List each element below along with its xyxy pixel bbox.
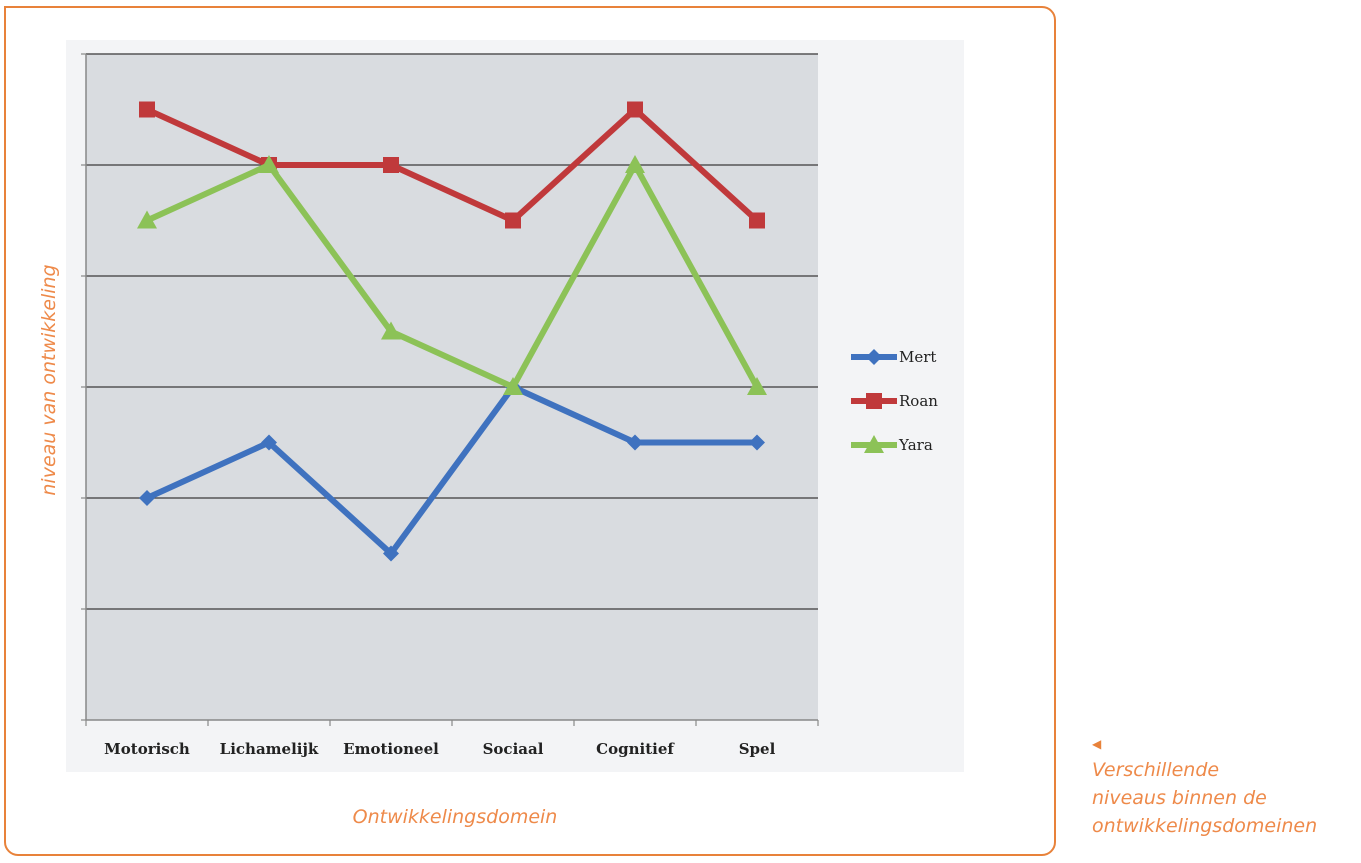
data-point: [627, 434, 643, 451]
data-point: [866, 393, 882, 409]
data-point: [505, 212, 521, 229]
data-point: [139, 490, 155, 506]
x-tick-label: Emotioneel: [343, 740, 439, 758]
series-roan: [139, 101, 765, 229]
caption-line: ontwikkelingsdomeinen: [1092, 815, 1318, 837]
data-point: [749, 212, 765, 229]
series-line: [145, 106, 760, 224]
x-axis-title: Ontwikkelingsdomein: [353, 806, 558, 828]
legend-label: Roan: [899, 392, 938, 410]
data-point: [864, 435, 884, 453]
data-point: [625, 155, 645, 173]
legend-entry: Yara: [851, 435, 933, 454]
legend-label: Yara: [898, 436, 933, 454]
caption-line: Verschillende: [1092, 759, 1220, 781]
x-tick-label: Sociaal: [483, 740, 544, 758]
data-series: [137, 101, 767, 562]
data-point: [139, 101, 155, 118]
axes: [81, 53, 819, 726]
data-point: [383, 157, 399, 173]
data-point: [503, 377, 523, 395]
series-line: [145, 162, 760, 390]
x-tick-labels: Motorisch Lichamelijk Emotioneel Sociaal Cog…: [104, 740, 775, 758]
data-point: [137, 210, 157, 229]
x-tick-label: Cognitief: [596, 740, 675, 758]
legend: Mert Roan Yara: [851, 348, 938, 454]
legend-label: Mert: [899, 348, 936, 366]
x-tick-label: Spel: [739, 740, 776, 758]
figure-caption: ◀ Verschillende niveaus binnen de ontwik…: [1092, 732, 1354, 840]
series-yara: [137, 155, 767, 395]
data-point: [261, 434, 277, 451]
x-tick-label: Motorisch: [104, 740, 190, 758]
data-point: [627, 101, 643, 118]
series-line: [145, 384, 757, 557]
data-point: [749, 434, 765, 451]
legend-entry: Mert: [851, 348, 936, 366]
left-triangle-icon: ◀: [1092, 737, 1102, 751]
chart-frame: [4, 6, 1056, 856]
data-point: [381, 321, 401, 340]
caption-text: Verschillende niveaus binnen de ontwikke…: [1092, 756, 1354, 840]
data-point: [259, 155, 279, 173]
legend-entry: Roan: [851, 392, 938, 410]
data-point: [866, 349, 882, 365]
caption-line: niveaus binnen de: [1092, 787, 1267, 809]
x-tick-label: Lichamelijk: [220, 740, 319, 758]
y-axis-title: niveau van ontwikkeling: [38, 264, 60, 495]
data-point: [383, 545, 399, 562]
data-point: [747, 377, 767, 395]
